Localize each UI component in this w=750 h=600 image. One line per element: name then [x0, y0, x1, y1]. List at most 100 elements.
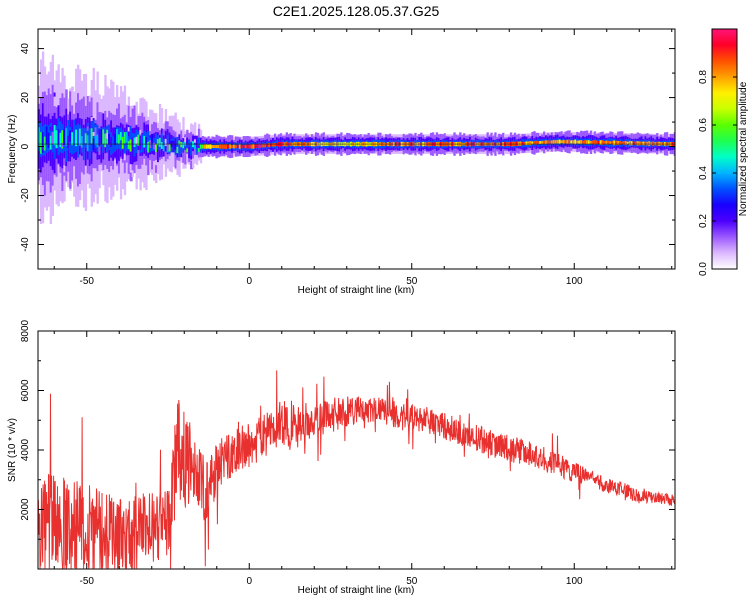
heatmap-cell	[560, 140, 563, 144]
heatmap-cell	[182, 130, 186, 139]
heatmap-cell	[176, 136, 179, 151]
heatmap-cell	[178, 140, 181, 145]
heatmap-cell	[550, 140, 554, 144]
heatmap-cell	[71, 132, 74, 146]
heatmap-cell	[55, 180, 59, 189]
heatmap-cell	[80, 136, 84, 148]
heatmap-cell	[248, 144, 251, 149]
heatmap-cell	[47, 132, 51, 148]
y-tick-label: -20	[20, 188, 31, 203]
y-tick-label: -40	[20, 237, 31, 252]
heatmap-cell	[127, 127, 131, 132]
heatmap-cell	[59, 132, 62, 148]
heatmap-cell	[123, 153, 127, 161]
heatmap-cell	[51, 131, 54, 145]
heatmap-cell	[168, 132, 171, 151]
heatmap-cell	[254, 144, 257, 148]
heatmap-cell	[78, 128, 82, 146]
heatmap-cell	[656, 141, 659, 146]
heatmap-cell	[43, 136, 47, 151]
heatmap-cell	[580, 140, 583, 145]
x-tick-label: 0	[246, 276, 252, 287]
heatmap-cell	[164, 145, 168, 152]
heatmap-cell	[523, 141, 526, 145]
snr-y-axis-label: SNR (10 * v/v)	[7, 418, 18, 482]
heatmap-cell	[67, 120, 70, 150]
heatmap-cell	[543, 140, 546, 145]
heatmap-cell	[168, 155, 172, 160]
heatmap-cell	[570, 140, 573, 144]
figure-title: C2E1.2025.128.05.37.G25	[273, 3, 440, 19]
heatmap-cell	[223, 144, 226, 149]
spectrogram-x-ticks: -50 0 50 100	[53, 29, 673, 287]
heatmap-cell	[94, 130, 97, 146]
heatmap-cell	[539, 141, 542, 145]
heatmap-cell	[147, 131, 150, 148]
heatmap-cell	[603, 140, 606, 145]
heatmap-cell	[94, 127, 98, 137]
heatmap-cell	[112, 138, 115, 151]
heatmap-cell	[229, 144, 232, 149]
heatmap-cell	[630, 141, 634, 146]
heatmap-cell	[73, 127, 76, 145]
y-tick-label: 20	[20, 92, 31, 104]
heatmap-cell	[548, 140, 552, 144]
heatmap-cell	[86, 126, 90, 131]
heatmap-cell	[256, 144, 259, 148]
heatmap-cell	[164, 138, 168, 146]
heatmap-cell	[139, 129, 143, 135]
heatmap-cell	[90, 117, 94, 122]
heatmap-cell	[129, 139, 132, 152]
heatmap-cell	[533, 141, 536, 145]
heatmap-cell	[180, 146, 183, 154]
heatmap-cell	[215, 144, 218, 149]
heatmap-cell	[186, 144, 189, 151]
heatmap-cell	[650, 142, 653, 145]
heatmap-cell	[217, 145, 220, 149]
heatmap-cell	[108, 133, 111, 145]
heatmap-cell	[589, 140, 593, 144]
heatmap-cell	[640, 141, 643, 146]
heatmap-cell	[515, 141, 519, 147]
spectrogram-y-ticks: -40 -20 0 20 40	[20, 43, 675, 270]
heatmap-cell	[96, 134, 99, 148]
heatmap-cell	[41, 145, 45, 151]
heatmap-cell	[127, 141, 131, 149]
x-tick-label: 50	[406, 576, 418, 587]
heatmap-cell	[190, 160, 194, 170]
spectrogram-heatmap	[38, 51, 675, 225]
heatmap-cell	[658, 141, 661, 146]
heatmap-cell	[266, 143, 269, 147]
heatmap-cell	[562, 139, 565, 144]
heatmap-cell	[584, 140, 587, 145]
heatmap-cell	[194, 139, 197, 143]
heatmap-cell	[170, 152, 174, 160]
heatmap-cell	[184, 141, 187, 146]
heatmap-cell	[270, 143, 273, 147]
heatmap-cell	[155, 143, 158, 153]
heatmap-cell	[133, 137, 136, 147]
heatmap-cell	[199, 144, 203, 149]
snr-y-ticks: 2000 4000 6000 8000	[20, 319, 675, 570]
heatmap-cell	[98, 129, 101, 145]
heatmap-cell	[531, 141, 534, 145]
heatmap-cell	[69, 130, 72, 142]
heatmap-cell	[607, 140, 610, 145]
heatmap-cell	[104, 133, 107, 148]
heatmap-cell	[51, 110, 55, 116]
heatmap-cell	[162, 129, 166, 136]
colorbar-tick-label: 0.8	[698, 70, 709, 84]
heatmap-cell	[190, 146, 193, 156]
heatmap-cell	[623, 141, 626, 145]
x-tick-label: 0	[246, 576, 252, 587]
heatmap-cell	[576, 140, 579, 144]
heatmap-cell	[624, 141, 628, 146]
heatmap-cell	[135, 136, 139, 145]
heatmap-cell	[244, 145, 248, 149]
heatmap-cell	[221, 144, 224, 149]
heatmap-cell	[219, 144, 222, 149]
heatmap-cell	[554, 140, 558, 144]
snr-x-ticks: -50 0 50 100	[53, 331, 673, 587]
heatmap-cell	[55, 130, 58, 149]
